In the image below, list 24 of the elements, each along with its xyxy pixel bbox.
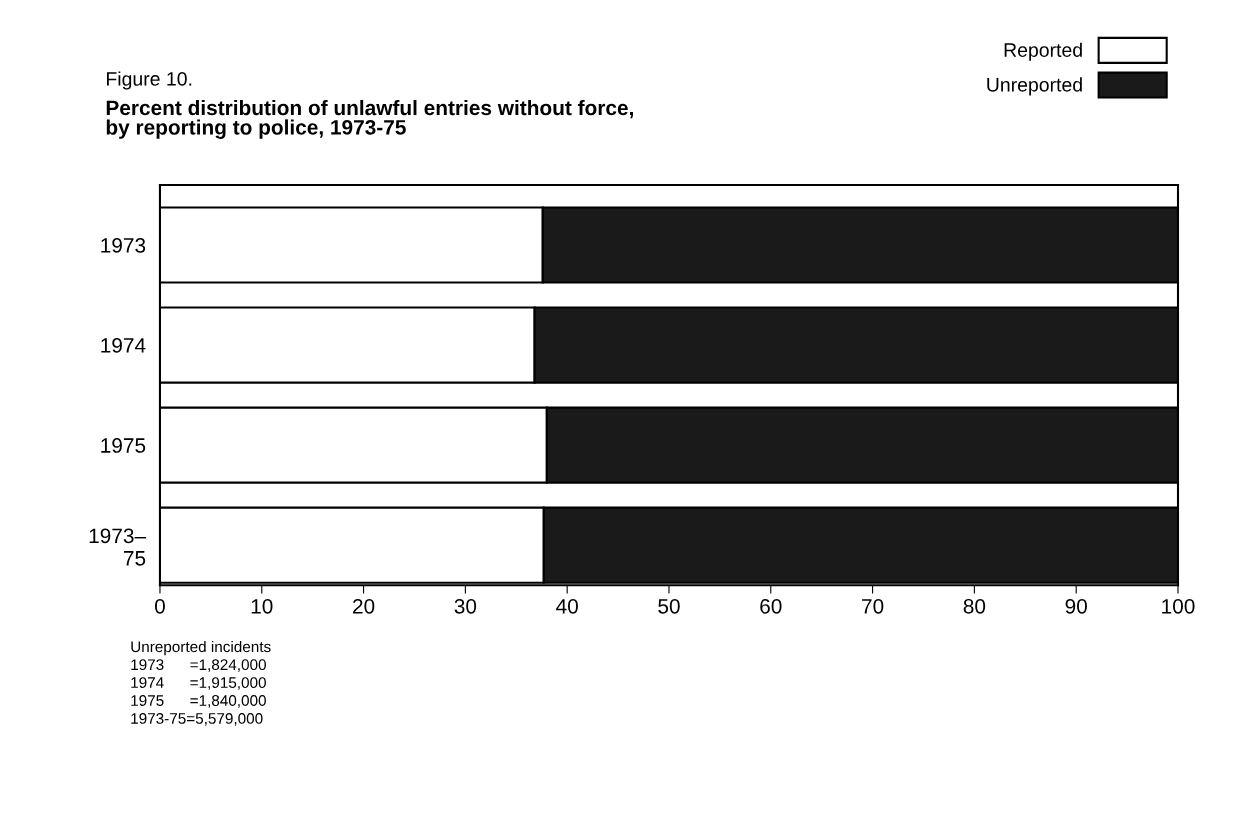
chart-subtitle: Percent distribution of unlawful entries without force, by reporting to police, 1973-75 — [106, 99, 633, 139]
x-tick-label: 0 — [154, 598, 165, 614]
y-tick-label: 1973 — [101, 238, 146, 253]
y-tick-label: 1973– 75 — [89, 528, 147, 566]
x-tick-label: 10 — [251, 598, 273, 614]
legend-label: Reported — [1004, 42, 1082, 61]
text: 1973 =1,824,000 — [131, 659, 266, 672]
x-tick-label: 80 — [963, 598, 986, 614]
y-tick-label: 1975 — [101, 438, 146, 453]
legend-label: Unreported — [987, 77, 1082, 96]
text: 1974 =1,915,000 — [131, 677, 266, 690]
x-tick-label: 50 — [658, 598, 680, 614]
x-tick-label: 90 — [1065, 598, 1087, 614]
text: Unreported incidents — [131, 640, 271, 656]
chart-title: Figure 10. — [107, 71, 192, 90]
x-tick-label: 20 — [353, 598, 375, 614]
x-tick-label: 40 — [556, 598, 578, 614]
x-tick-label: 60 — [760, 598, 782, 614]
text: 1975 =1,840,000 — [131, 695, 266, 708]
x-tick-label: 30 — [454, 598, 477, 614]
x-tick-label: 100 — [1162, 598, 1195, 614]
x-tick-label: 70 — [862, 598, 884, 614]
text: 1973-75=5,579,000 — [131, 713, 263, 726]
y-tick-label: 1974 — [101, 338, 146, 353]
